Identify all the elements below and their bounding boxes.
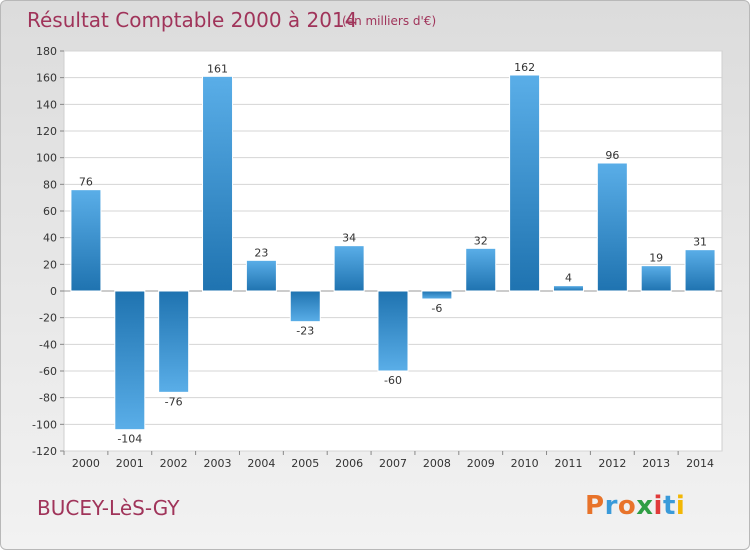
- x-tick-label: 2010: [511, 457, 539, 470]
- y-tick-label: 20: [43, 258, 57, 271]
- x-tick-label: 2011: [554, 457, 582, 470]
- bar-2008: [421, 290, 453, 300]
- y-tick-label: 0: [50, 285, 57, 298]
- bar-2012: [596, 162, 628, 292]
- logo-letter: P: [585, 491, 605, 521]
- data-label-2004: 23: [254, 246, 268, 259]
- bar-2014: [684, 249, 716, 292]
- bar-2001: [114, 290, 146, 431]
- bar-2005: [289, 290, 321, 323]
- x-tick-label: 2006: [335, 457, 363, 470]
- logo-letter: i: [675, 491, 686, 521]
- y-tick-label: -120: [32, 445, 57, 458]
- logo-letter: t: [662, 491, 676, 521]
- logo-letter: o: [617, 491, 637, 521]
- bar-2003: [202, 75, 234, 292]
- y-axis: -120 -100 -80 -60 -40 -20 0 20 40 60 80 100 120 140 16…: [32, 45, 64, 458]
- data-label-2009: 32: [474, 234, 488, 247]
- bar-2004: [245, 259, 277, 292]
- x-axis: 2000 2001 2002 2003 2004 2005 2006 2007 2008 2009…: [63, 451, 714, 470]
- data-label-2013: 19: [649, 252, 663, 265]
- x-tick-label: 2014: [686, 457, 714, 470]
- x-tick-label: 2005: [291, 457, 319, 470]
- y-tick-label: 120: [36, 125, 57, 138]
- y-tick-label: 40: [43, 232, 57, 245]
- y-tick-label: 60: [43, 205, 57, 218]
- x-tick-label: 2009: [467, 457, 495, 470]
- logo-letter: x: [636, 491, 654, 521]
- x-tick-label: 2001: [116, 457, 144, 470]
- data-label-2003: 161: [207, 62, 228, 75]
- data-label-2012: 96: [605, 149, 619, 162]
- bar-2011: [552, 285, 584, 292]
- bar-2006: [333, 245, 365, 292]
- data-labels: 76 -104 -76 161 23 -23 34 -60 -6 32 162 4 96 19 31: [79, 61, 707, 446]
- y-tick-label: 140: [36, 98, 57, 111]
- bar-2013: [640, 265, 672, 292]
- bar-2002: [158, 290, 190, 393]
- x-tick-label: 2002: [160, 457, 188, 470]
- data-label-2008: -6: [431, 302, 442, 315]
- y-tick-label: 80: [43, 178, 57, 191]
- x-tick-label: 2007: [379, 457, 407, 470]
- x-tick-label: 2012: [598, 457, 626, 470]
- logo-letter: i: [653, 491, 663, 521]
- data-label-2006: 34: [342, 232, 356, 245]
- y-tick-label: 160: [36, 72, 57, 85]
- commune-name: BUCEY-LèS-GY: [37, 496, 180, 520]
- y-tick-label: -40: [39, 338, 57, 351]
- bar-2000: [70, 189, 102, 292]
- data-label-2007: -60: [384, 374, 402, 387]
- data-label-2001: -104: [117, 433, 142, 446]
- y-tick-label: 180: [36, 45, 57, 58]
- x-tick-label: 2008: [423, 457, 451, 470]
- chart-title: Résultat Comptable 2000 à 2014: [27, 8, 358, 32]
- chart-subtitle: (en milliers d'€): [342, 14, 437, 28]
- data-label-2005: -23: [296, 325, 314, 338]
- x-tick-label: 2003: [204, 457, 232, 470]
- data-label-2011: 4: [565, 272, 572, 285]
- data-label-2000: 76: [79, 176, 93, 189]
- x-tick-label: 2000: [72, 457, 100, 470]
- y-tick-label: -20: [39, 312, 57, 325]
- y-tick-label: -80: [39, 392, 57, 405]
- proxiti-logo: Proxiti: [585, 491, 685, 521]
- logo-letter: r: [604, 491, 618, 521]
- bar-2009: [465, 247, 497, 292]
- y-tick-label: -100: [32, 418, 57, 431]
- x-tick-label: 2004: [247, 457, 275, 470]
- bar-2010: [509, 74, 541, 292]
- bar-2007: [377, 290, 409, 372]
- data-label-2002: -76: [165, 395, 183, 408]
- data-label-2010: 162: [514, 61, 535, 74]
- x-tick-label: 2013: [642, 457, 670, 470]
- y-tick-label: 100: [36, 152, 57, 165]
- data-label-2014: 31: [693, 236, 707, 249]
- y-tick-label: -60: [39, 365, 57, 378]
- bars: [70, 74, 716, 431]
